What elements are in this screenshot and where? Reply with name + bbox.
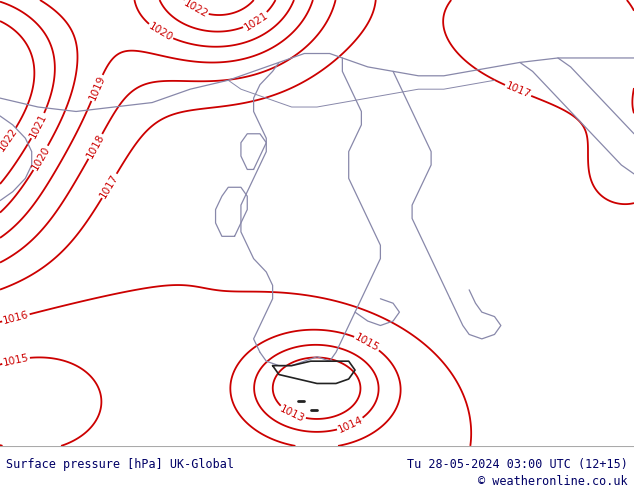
Text: 1016: 1016 (2, 310, 30, 326)
Text: 1020: 1020 (30, 144, 52, 172)
Text: 1014: 1014 (337, 415, 365, 435)
Text: © weatheronline.co.uk: © weatheronline.co.uk (478, 475, 628, 488)
Text: Tu 28-05-2024 03:00 UTC (12+15): Tu 28-05-2024 03:00 UTC (12+15) (407, 458, 628, 471)
Text: 1020: 1020 (146, 21, 174, 43)
Text: 1017: 1017 (504, 81, 532, 100)
Text: 1021: 1021 (242, 10, 269, 32)
Text: 1022: 1022 (0, 126, 20, 153)
Text: 1019: 1019 (87, 74, 107, 102)
Text: 1018: 1018 (84, 132, 106, 160)
Text: 1022: 1022 (181, 0, 209, 20)
Text: Surface pressure [hPa] UK-Global: Surface pressure [hPa] UK-Global (6, 458, 235, 471)
Text: 1015: 1015 (353, 332, 381, 353)
Text: 1013: 1013 (278, 403, 306, 424)
Text: 1017: 1017 (98, 172, 120, 200)
Text: 1021: 1021 (28, 112, 49, 140)
Text: 1015: 1015 (2, 352, 30, 368)
